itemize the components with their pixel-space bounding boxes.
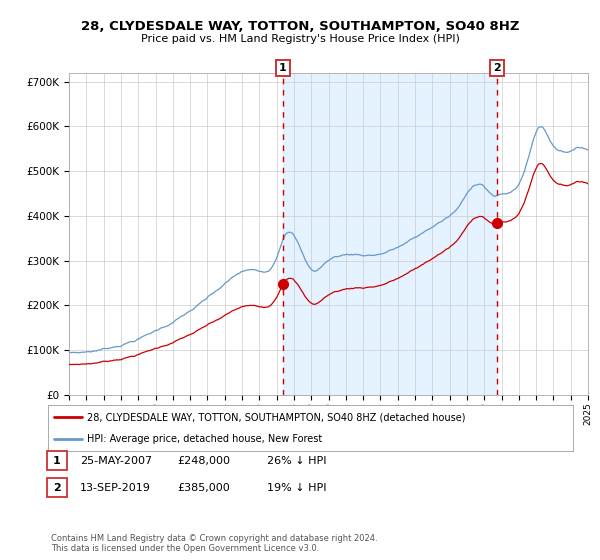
Text: £248,000: £248,000 — [177, 456, 230, 466]
Text: £385,000: £385,000 — [177, 483, 230, 493]
Text: 2: 2 — [493, 63, 501, 73]
Text: 25-MAY-2007: 25-MAY-2007 — [80, 456, 152, 466]
Text: HPI: Average price, detached house, New Forest: HPI: Average price, detached house, New … — [88, 435, 323, 444]
Text: Price paid vs. HM Land Registry's House Price Index (HPI): Price paid vs. HM Land Registry's House … — [140, 34, 460, 44]
Text: 28, CLYDESDALE WAY, TOTTON, SOUTHAMPTON, SO40 8HZ (detached house): 28, CLYDESDALE WAY, TOTTON, SOUTHAMPTON,… — [88, 412, 466, 422]
Text: 1: 1 — [53, 456, 61, 466]
Text: 26% ↓ HPI: 26% ↓ HPI — [267, 456, 326, 466]
Text: 19% ↓ HPI: 19% ↓ HPI — [267, 483, 326, 493]
Text: 2: 2 — [53, 483, 61, 493]
Text: 28, CLYDESDALE WAY, TOTTON, SOUTHAMPTON, SO40 8HZ: 28, CLYDESDALE WAY, TOTTON, SOUTHAMPTON,… — [81, 20, 519, 32]
Text: 1: 1 — [279, 63, 287, 73]
Text: 13-SEP-2019: 13-SEP-2019 — [80, 483, 151, 493]
Text: Contains HM Land Registry data © Crown copyright and database right 2024.
This d: Contains HM Land Registry data © Crown c… — [51, 534, 377, 553]
